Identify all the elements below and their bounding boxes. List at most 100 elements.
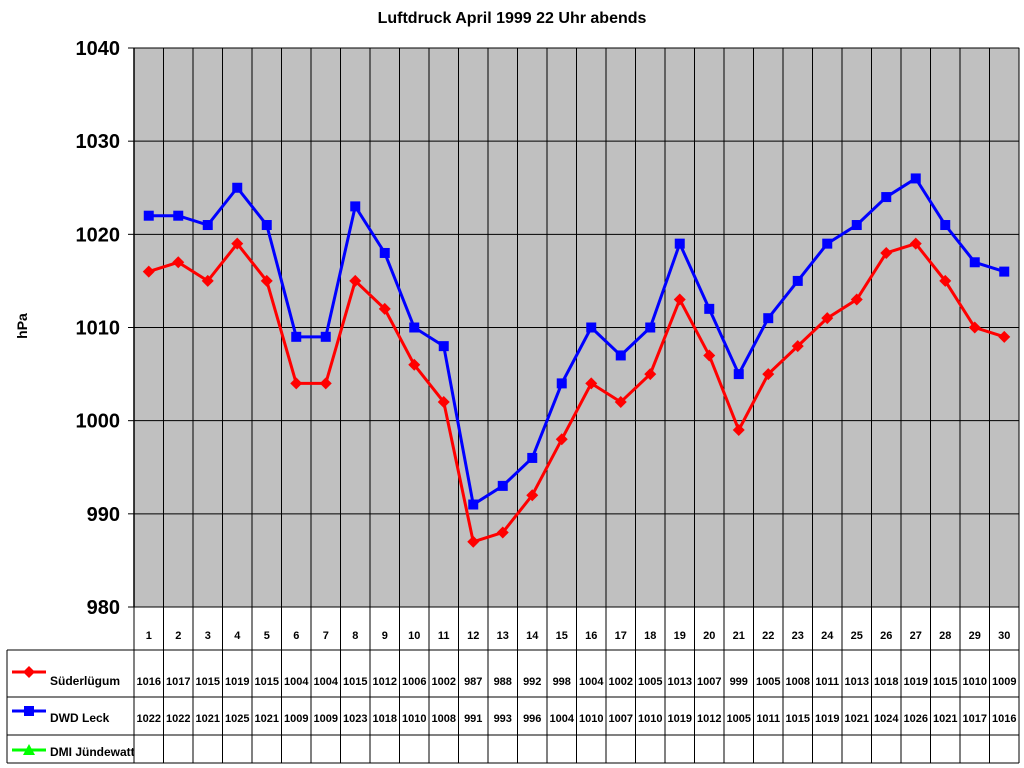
data-point-marker [999, 266, 1010, 277]
table-cell: 1012 [697, 713, 721, 725]
data-point-marker [232, 182, 243, 193]
data-point-marker [260, 274, 273, 287]
table-cell: 1015 [933, 676, 957, 688]
data-point-marker [614, 396, 627, 409]
table-cell: 998 [553, 676, 571, 688]
table-cell: 1024 [874, 713, 899, 725]
legend-marker-icon [23, 744, 35, 755]
table-cell: 1009 [992, 676, 1016, 688]
table-cell: 1011 [756, 713, 780, 725]
table-cell: 1018 [874, 676, 898, 688]
legend-label: DMI Jündewatt [50, 745, 135, 759]
table-cell: 1019 [904, 676, 928, 688]
data-point-marker [821, 312, 834, 325]
data-point-marker [881, 192, 892, 203]
data-point-marker [673, 293, 686, 306]
table-cell: 1019 [815, 713, 839, 725]
data-point-marker [497, 480, 508, 491]
table-cell: 1021 [196, 713, 220, 725]
x-category-label: 30 [998, 630, 1010, 642]
data-point-marker [379, 247, 390, 258]
data-point-marker [910, 173, 921, 184]
data-point-marker [231, 237, 244, 250]
data-point-marker [791, 340, 804, 353]
table-cell: 1015 [343, 676, 367, 688]
table-cell: 1015 [196, 676, 220, 688]
x-category-label: 27 [910, 630, 922, 642]
series-line-0 [148, 241, 1005, 544]
data-point-marker [615, 350, 626, 361]
table-cell: 1005 [638, 676, 662, 688]
table-cell: 1016 [992, 713, 1016, 725]
table-cell: 987 [464, 676, 482, 688]
x-category-label: 12 [467, 630, 479, 642]
table-cell: 991 [464, 713, 482, 725]
table-cell: 1021 [845, 713, 869, 725]
x-category-label: 25 [851, 630, 863, 642]
data-point-marker [555, 433, 568, 446]
legend-label: Süderlügum [50, 674, 120, 688]
x-category-label: 21 [733, 630, 745, 642]
y-tick-label: 1040 [76, 38, 121, 60]
y-tick-label: 980 [87, 597, 120, 619]
x-category-label: 4 [234, 630, 241, 642]
legend-marker-icon [24, 706, 34, 716]
data-point-marker [201, 274, 214, 287]
x-category-label: 11 [438, 630, 450, 642]
data-point-marker [968, 321, 981, 334]
table-cell: 999 [730, 676, 748, 688]
table-cell: 1017 [963, 713, 987, 725]
data-point-marker [880, 246, 893, 259]
data-point-marker [850, 293, 863, 306]
table-cell: 1018 [373, 713, 397, 725]
x-category-label: 5 [264, 630, 270, 642]
data-point-marker [408, 358, 421, 371]
y-tick-label: 1010 [76, 318, 121, 340]
table-cell: 996 [523, 713, 541, 725]
data-point-marker [556, 378, 567, 389]
x-category-label: 23 [792, 630, 804, 642]
table-cell: 988 [494, 676, 512, 688]
table-cell: 1011 [815, 676, 839, 688]
table-cell: 1004 [284, 676, 309, 688]
data-point-marker [172, 256, 185, 269]
data-point-marker [732, 423, 745, 436]
x-category-label: 18 [644, 630, 656, 642]
table-cell: 1010 [638, 713, 662, 725]
table-cell: 1013 [668, 676, 692, 688]
x-category-label: 28 [939, 630, 951, 642]
data-point-marker [291, 331, 302, 342]
x-category-label: 8 [352, 630, 358, 642]
data-point-marker [851, 220, 862, 231]
data-point-marker [644, 368, 657, 381]
data-point-marker [409, 322, 420, 333]
table-cell: 1009 [314, 713, 338, 725]
data-point-marker [467, 535, 480, 548]
table-cell: 1025 [225, 713, 249, 725]
table-cell: 1002 [609, 676, 633, 688]
table-cell: 1004 [314, 676, 339, 688]
data-point-marker [143, 210, 154, 221]
table-cell: 1019 [668, 713, 692, 725]
table-cell: 1010 [402, 713, 426, 725]
data-point-marker [645, 322, 656, 333]
table-cell: 1023 [343, 713, 367, 725]
x-category-label: 15 [556, 630, 568, 642]
table-cell: 1022 [166, 713, 190, 725]
table-cell: 1010 [579, 713, 603, 725]
table-cell: 1013 [845, 676, 869, 688]
table-cell: 1021 [933, 713, 957, 725]
data-point-marker [674, 238, 685, 249]
table-cell: 1002 [432, 676, 456, 688]
data-point-marker [496, 526, 509, 539]
legend-label: DWD Leck [50, 711, 110, 725]
y-tick-label: 990 [87, 504, 120, 526]
table-cell: 1004 [579, 676, 604, 688]
table-cell: 1015 [255, 676, 279, 688]
x-category-label: 13 [497, 630, 509, 642]
data-point-marker [998, 330, 1011, 343]
table-cell: 1015 [786, 713, 810, 725]
table-cell: 1019 [225, 676, 249, 688]
table-cell: 1007 [697, 676, 721, 688]
data-point-marker [437, 396, 450, 409]
